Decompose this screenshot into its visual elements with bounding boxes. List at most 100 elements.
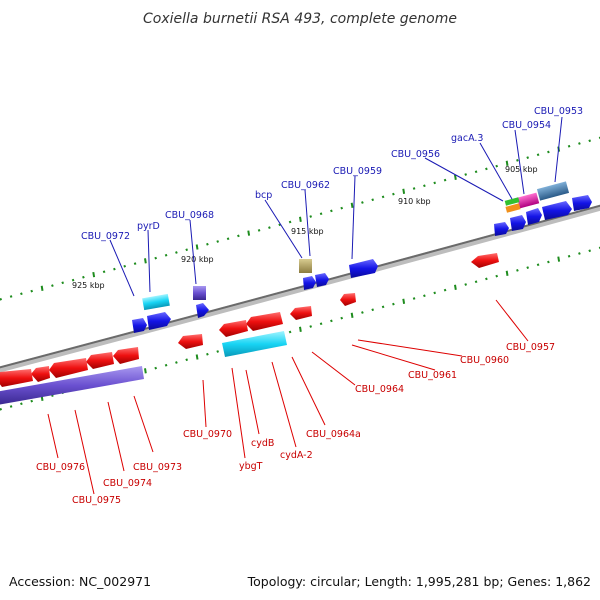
scale-tick <box>433 181 437 185</box>
scale-tick <box>412 187 416 190</box>
scale-tick <box>164 253 168 257</box>
scale-tick <box>557 256 561 262</box>
scale-tick <box>495 274 499 278</box>
gene-arrow <box>113 347 139 364</box>
gene-label-gaca3[interactable]: gacA.3 <box>451 133 483 144</box>
scale-tick <box>61 281 65 285</box>
feature-pink <box>517 192 540 209</box>
gene-label-cydb[interactable]: cydB <box>251 438 274 449</box>
gene-label-cyda-2[interactable]: cydA-2 <box>280 450 313 461</box>
gene-label-pyrd[interactable]: pyrD <box>137 221 160 232</box>
scale-tick <box>257 229 261 232</box>
gene-label-cbu-0972[interactable]: CBU_0972 <box>81 231 130 242</box>
scale-tick <box>402 188 406 194</box>
gene-arrow <box>86 352 114 369</box>
scale-tick <box>309 325 313 328</box>
scale-tick <box>361 201 364 204</box>
scale-tick <box>9 405 13 408</box>
gene-arrow <box>219 320 248 337</box>
scale-tick <box>588 249 592 253</box>
gene-arrow <box>49 358 88 378</box>
scale-tick <box>144 258 147 264</box>
forward-strand-genes <box>132 195 592 333</box>
scale-tick <box>371 308 375 312</box>
reverse-strand-genes <box>0 253 499 387</box>
gene-label-cbu-0976[interactable]: CBU_0976 <box>36 462 85 473</box>
scale-tick <box>123 264 127 268</box>
scale-tick <box>361 311 364 314</box>
scale-tick <box>350 312 354 318</box>
gene-arrow <box>572 195 592 211</box>
scale-tick <box>30 289 34 293</box>
gene-label-ybgt[interactable]: ybgT <box>239 461 263 472</box>
gene-label-cbu-0964a[interactable]: CBU_0964a <box>306 429 361 440</box>
gene-label-cbu-0964[interactable]: CBU_0964 <box>355 384 404 395</box>
scale-tick <box>474 280 478 284</box>
scale-tick <box>505 270 509 276</box>
scale-tick <box>247 230 251 236</box>
feature-green <box>504 197 520 206</box>
gene-label-cbu-0973[interactable]: CBU_0973 <box>133 462 182 473</box>
scale-tick <box>51 284 54 287</box>
gene-label-cbu-0956[interactable]: CBU_0956 <box>391 149 440 160</box>
gene-label-cbu-0960[interactable]: CBU_0960 <box>460 355 509 366</box>
scale-tick <box>20 292 23 296</box>
scale-tick <box>381 195 385 199</box>
gene-label-cbu-0974[interactable]: CBU_0974 <box>103 478 152 489</box>
feature-steel <box>536 181 570 201</box>
feature-cyan-large <box>222 331 287 357</box>
scale-tick <box>340 316 344 320</box>
gene-arrow <box>303 276 316 290</box>
gene-arrow <box>471 253 499 268</box>
gene-label-cbu-0975[interactable]: CBU_0975 <box>72 495 121 506</box>
scale-label-915: 915 kbp <box>291 227 324 236</box>
scale-tick <box>175 361 178 364</box>
scale-tick <box>82 275 85 279</box>
scale-tick <box>350 202 354 208</box>
gene-label-cbu-0959[interactable]: CBU_0959 <box>333 166 382 177</box>
gene-arrow <box>31 366 50 382</box>
feature-khaki <box>299 259 312 273</box>
scale-tick <box>216 240 220 243</box>
scale-tick <box>536 153 540 157</box>
scale-tick <box>567 144 571 148</box>
gene-label-cbu-0957[interactable]: CBU_0957 <box>506 342 555 353</box>
scale-tick <box>144 368 147 374</box>
misc-features-lower <box>0 331 287 405</box>
scale-tick <box>547 150 550 154</box>
scale-tick <box>505 160 509 166</box>
gene-label-cbu-0954[interactable]: CBU_0954 <box>502 120 551 131</box>
scale-tick <box>526 266 530 269</box>
feature-cyan-small <box>142 293 170 311</box>
scale-tick <box>464 283 468 286</box>
scale-tick <box>154 366 158 370</box>
gene-label-cbu-0961[interactable]: CBU_0961 <box>408 370 457 381</box>
gene-arrow <box>315 273 329 287</box>
scale-tick <box>485 167 488 171</box>
gene-label-cbu-0970[interactable]: CBU_0970 <box>183 429 232 440</box>
scale-tick <box>392 302 395 306</box>
scale-tick <box>547 260 550 264</box>
gene-label-bcp[interactable]: bcp <box>255 190 272 201</box>
scale-tick <box>195 244 199 250</box>
gene-label-cbu-0962[interactable]: CBU_0962 <box>281 180 330 191</box>
scale-tick <box>588 139 592 143</box>
misc-features-upper <box>142 181 570 311</box>
gene-arrow <box>132 318 147 333</box>
scale-tick <box>30 399 34 403</box>
gene-arrow <box>178 334 203 349</box>
gene-label-cbu-0953[interactable]: CBU_0953 <box>534 106 583 117</box>
feature-purple-small <box>193 286 206 300</box>
scale-tick <box>319 212 323 216</box>
scale-label-925: 925 kbp <box>72 281 105 290</box>
scale-tick <box>392 192 395 196</box>
scale-tick <box>309 215 313 218</box>
scale-tick <box>71 278 75 282</box>
scale-tick <box>443 288 447 292</box>
gene-arrow <box>246 312 283 331</box>
scale-tick <box>536 263 540 267</box>
scale-tick <box>299 326 302 332</box>
scale-tick <box>454 284 457 290</box>
gene-label-cbu-0968[interactable]: CBU_0968 <box>165 210 214 221</box>
